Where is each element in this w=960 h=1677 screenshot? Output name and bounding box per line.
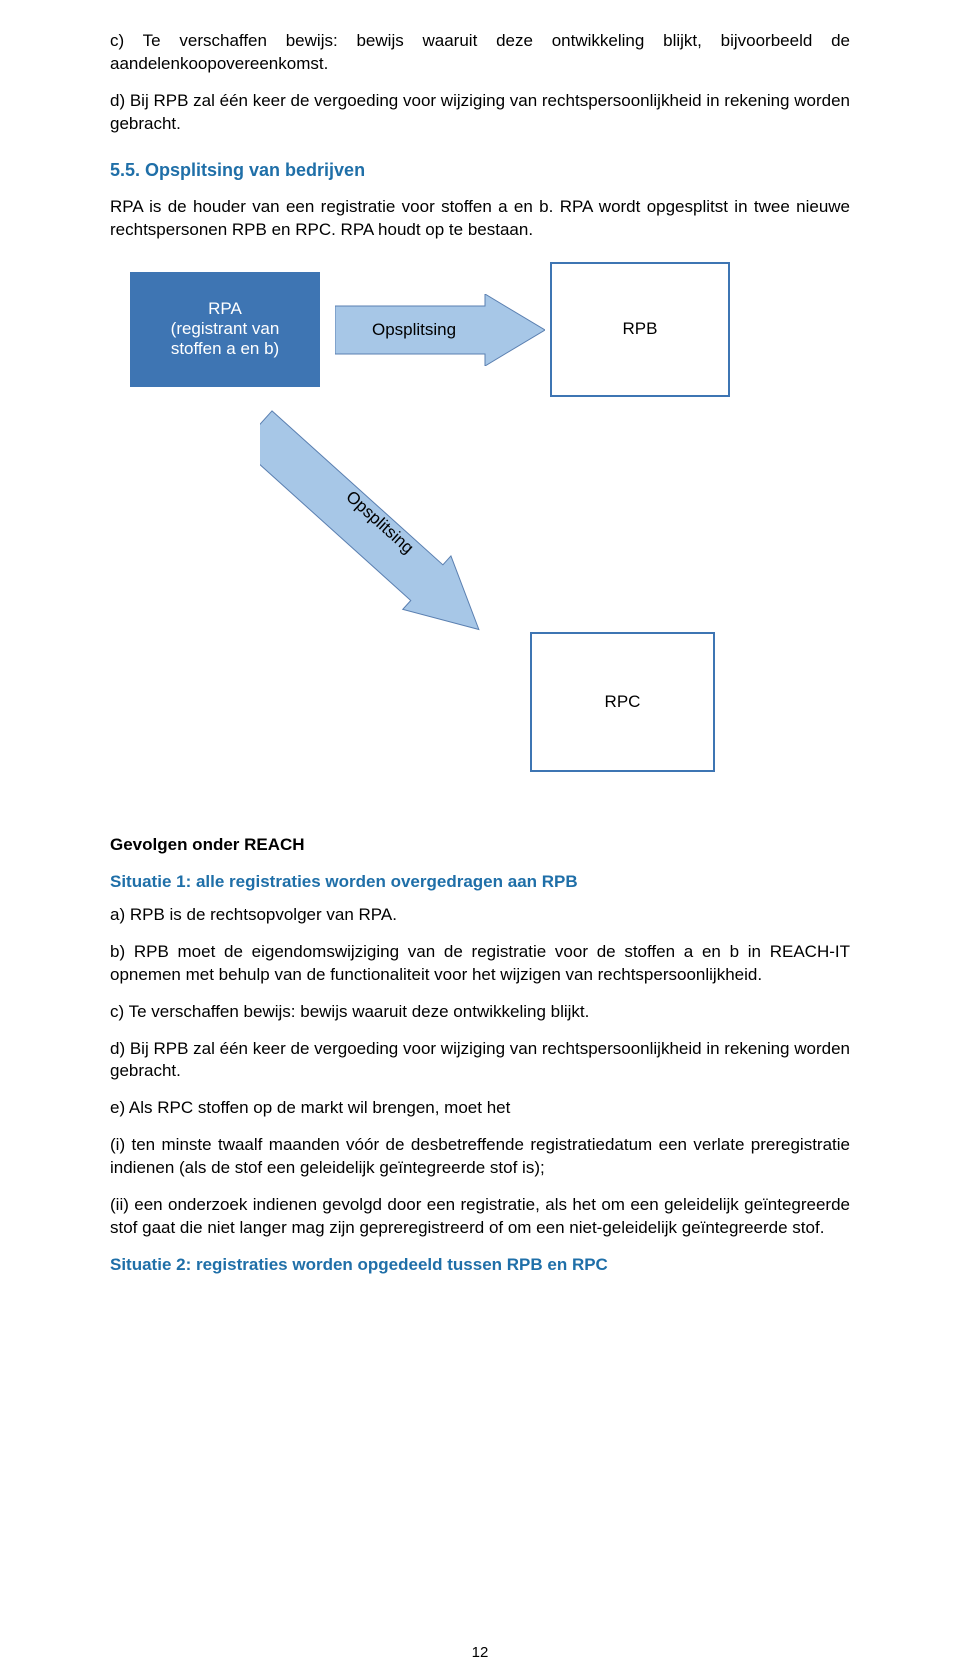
diagram-box-rpc: RPC: [530, 632, 715, 772]
box-rpc-label: RPC: [605, 692, 641, 712]
s1-c: c) Te verschaffen bewijs: bewijs waaruit…: [110, 1001, 850, 1024]
gevolgen-heading: Gevolgen onder REACH: [110, 834, 850, 857]
box-rpa-line3: stoffen a en b): [171, 339, 279, 359]
box-rpb-label: RPB: [623, 319, 658, 339]
s1-e: e) Als RPC stoffen op de markt wil breng…: [110, 1097, 850, 1120]
intro-paragraph: RPA is de houder van een registratie voo…: [110, 196, 850, 242]
box-rpa-line2: (registrant van: [171, 319, 280, 339]
diagram-box-rpa: RPA (registrant van stoffen a en b): [130, 272, 320, 387]
section-heading-5-5: 5.5. Opsplitsing van bedrijven: [110, 158, 850, 182]
split-diagram: RPA (registrant van stoffen a en b) Opsp…: [110, 262, 850, 812]
s1-a: a) RPB is de rechtsopvolger van RPA.: [110, 904, 850, 927]
s1-b: b) RPB moet de eigendomswijziging van de…: [110, 941, 850, 987]
box-rpa-line1: RPA: [208, 299, 242, 319]
paragraph-d: d) Bij RPB zal één keer de vergoeding vo…: [110, 90, 850, 136]
s1-i: (i) ten minste twaalf maanden vóór de de…: [110, 1134, 850, 1180]
document-page: c) Te verschaffen bewijs: bewijs waaruit…: [0, 0, 960, 1677]
arrow-h-label: Opsplitsing: [372, 320, 456, 340]
paragraph-c: c) Te verschaffen bewijs: bewijs waaruit…: [110, 30, 850, 76]
s1-d: d) Bij RPB zal één keer de vergoeding vo…: [110, 1038, 850, 1084]
situatie-1-heading: Situatie 1: alle registraties worden ove…: [110, 871, 850, 894]
diagram-box-rpb: RPB: [550, 262, 730, 397]
page-number: 12: [0, 1644, 960, 1661]
arrow-to-rpc: [260, 392, 580, 662]
s1-ii: (ii) een onderzoek indienen gevolgd door…: [110, 1194, 850, 1240]
situatie-2-heading: Situatie 2: registraties worden opgedeel…: [110, 1254, 850, 1277]
